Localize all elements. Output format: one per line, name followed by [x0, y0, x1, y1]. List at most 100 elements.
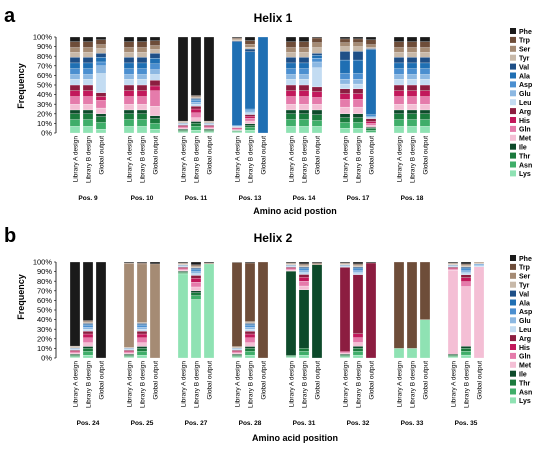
bar-segment-pos-9-0-thr	[69, 113, 81, 120]
bar-segment-pos-32-1-ser	[352, 264, 364, 267]
bar-segment-pos-31-1-val	[298, 266, 310, 268]
bar-segment-pos-11-1-trp	[190, 95, 202, 97]
bar-segment-pos-9-2-arg	[95, 92, 107, 97]
bar-segment-pos-17-1-thr	[352, 117, 364, 123]
bar-segment-pos-14-1-glu	[298, 74, 310, 80]
bar-segment-pos-18-1-lys	[406, 126, 418, 134]
bar-segment-pos-13-1-phe	[244, 36, 256, 41]
bar-segment-pos-24-0-ile	[69, 354, 81, 356]
bar-label: Library B design	[248, 136, 255, 183]
bar-segment-pos-18-2-val	[419, 57, 431, 64]
bar-segment-pos-14-0-lys	[285, 126, 297, 134]
bar-segment-pos-32-1-val	[352, 266, 364, 268]
bar-segment-pos-24-0-phe	[69, 261, 81, 347]
bar-segment-pos-9-1-ile	[82, 109, 94, 114]
bar-segment-pos-11-1-leu	[190, 104, 202, 107]
bar-segment-pos-31-1-phe	[298, 261, 310, 265]
y-axis-label-b: Frequency	[16, 274, 26, 320]
y-tick-label: 10%	[37, 344, 52, 353]
bar-segment-pos-24-0-arg	[69, 350, 81, 352]
bar-segment-pos-17-0-trp	[339, 38, 351, 43]
bar-segment-pos-28-1-glu	[244, 327, 256, 330]
bar-segment-pos-28-1-his	[244, 333, 256, 338]
bar-segment-pos-35-1-leu	[460, 272, 472, 275]
bar-segment-pos-10-1-his	[136, 90, 148, 97]
bar-segment-pos-9-2-ala	[95, 57, 107, 63]
legend-label-arg: Arg	[519, 109, 531, 116]
bar-segment-pos-9-0-tyr	[69, 52, 81, 58]
bar-segment-pos-17-2-trp	[365, 39, 377, 45]
bar-segment-pos-9-0-trp	[69, 41, 81, 48]
bar-segment-pos-13-1-gln	[244, 118, 256, 122]
bar-segment-pos-35-1-tyr	[460, 265, 472, 268]
bar-segment-pos-24-1-phe	[82, 261, 94, 321]
bar-segment-pos-11-1-met	[190, 117, 202, 122]
bar-segment-pos-31-1-asp	[298, 268, 310, 271]
bar-segment-pos-32-2-arg	[365, 262, 377, 359]
bar-segment-pos-10-0-ser	[123, 47, 135, 53]
bar-segment-pos-27-1-phe	[190, 261, 202, 266]
bar-segment-pos-25-1-asn	[136, 351, 148, 356]
y-tick-label: 20%	[37, 334, 52, 343]
bar-label: Library B design	[410, 136, 417, 183]
bar-segment-pos-17-1-asp	[352, 73, 364, 80]
bar-segment-pos-17-0-gln	[339, 99, 351, 108]
bar-segment-pos-14-2-ala	[311, 55, 323, 59]
bar-segment-pos-25-0-lys	[123, 356, 135, 359]
bar-segment-pos-10-2-ala	[149, 57, 161, 65]
bar-segment-pos-18-1-val	[406, 57, 418, 64]
bar-segment-pos-13-1-tyr	[244, 47, 256, 50]
bar-segment-pos-10-0-thr	[123, 113, 135, 120]
bar-segment-pos-28-1-asp	[244, 325, 256, 328]
legend-label-tyr: Tyr	[519, 56, 530, 63]
bar-segment-pos-11-0-his	[177, 126, 189, 128]
bar-label: Library A design	[397, 136, 404, 183]
bar-segment-pos-17-2-his	[365, 121, 377, 124]
bar-label: Library B design	[140, 361, 147, 408]
bar-segment-pos-9-1-met	[82, 104, 94, 111]
bar-segment-pos-13-0-phe	[231, 36, 243, 39]
bar-segment-pos-33-1-trp	[406, 261, 418, 349]
bar-segment-pos-32-1-arg	[352, 274, 364, 334]
bar-segment-pos-17-2-leu	[365, 117, 377, 119]
bar-segment-pos-25-1-tyr	[136, 322, 148, 324]
bar-segment-pos-17-0-ala	[339, 59, 351, 74]
bar-segment-pos-17-0-phe	[339, 36, 351, 40]
legend-label-phe: Phe	[519, 256, 532, 263]
bar-segment-pos-25-1-trp	[136, 262, 148, 265]
bar-segment-pos-14-1-arg	[298, 84, 310, 91]
bar-segment-pos-17-0-tyr	[339, 46, 351, 52]
bar-segment-pos-32-1-thr	[352, 348, 364, 352]
y-tick-label: 50%	[37, 81, 52, 90]
bar-label: Global output	[207, 361, 214, 400]
bar-segment-pos-35-0-thr	[447, 355, 459, 357]
bar-segment-pos-10-0-arg	[123, 84, 135, 91]
bar-segment-pos-18-0-glu	[393, 74, 405, 80]
bar-segment-pos-27-2-ser	[203, 262, 215, 265]
bar-segment-pos-33-2-trp	[419, 261, 431, 320]
bar-segment-pos-17-0-thr	[339, 117, 351, 123]
bar-segment-pos-18-1-met	[406, 104, 418, 111]
bar-segment-pos-24-0-his	[69, 351, 81, 353]
bar-segment-pos-18-1-arg	[406, 84, 418, 91]
bar-segment-pos-11-1-val	[190, 98, 202, 100]
bar-segment-pos-17-0-asn	[339, 122, 351, 129]
bar-segment-pos-9-0-phe	[69, 36, 81, 42]
bar-segment-pos-18-1-leu	[406, 79, 418, 86]
bar-segment-pos-10-0-his	[123, 90, 135, 97]
bar-segment-pos-35-0-phe	[447, 261, 459, 264]
bar-segment-pos-24-0-ser	[69, 346, 81, 348]
bar-segment-pos-31-1-his	[298, 277, 310, 282]
bar-segment-pos-13-1-his	[244, 116, 256, 119]
legend-swatch-thr	[510, 379, 516, 386]
bar-segment-pos-14-2-asp	[311, 57, 323, 63]
bar-segment-pos-14-1-thr	[298, 113, 310, 120]
bar-segment-pos-11-2-phe	[203, 36, 215, 122]
bar-segment-pos-17-1-his	[352, 93, 364, 100]
bar-segment-pos-31-0-thr	[285, 355, 297, 357]
bar-segment-pos-10-0-trp	[123, 41, 135, 48]
bar-segment-pos-27-0-met	[177, 269, 189, 272]
bar-segment-pos-27-1-glu	[190, 271, 202, 274]
bar-segment-pos-27-1-asp	[190, 269, 202, 272]
